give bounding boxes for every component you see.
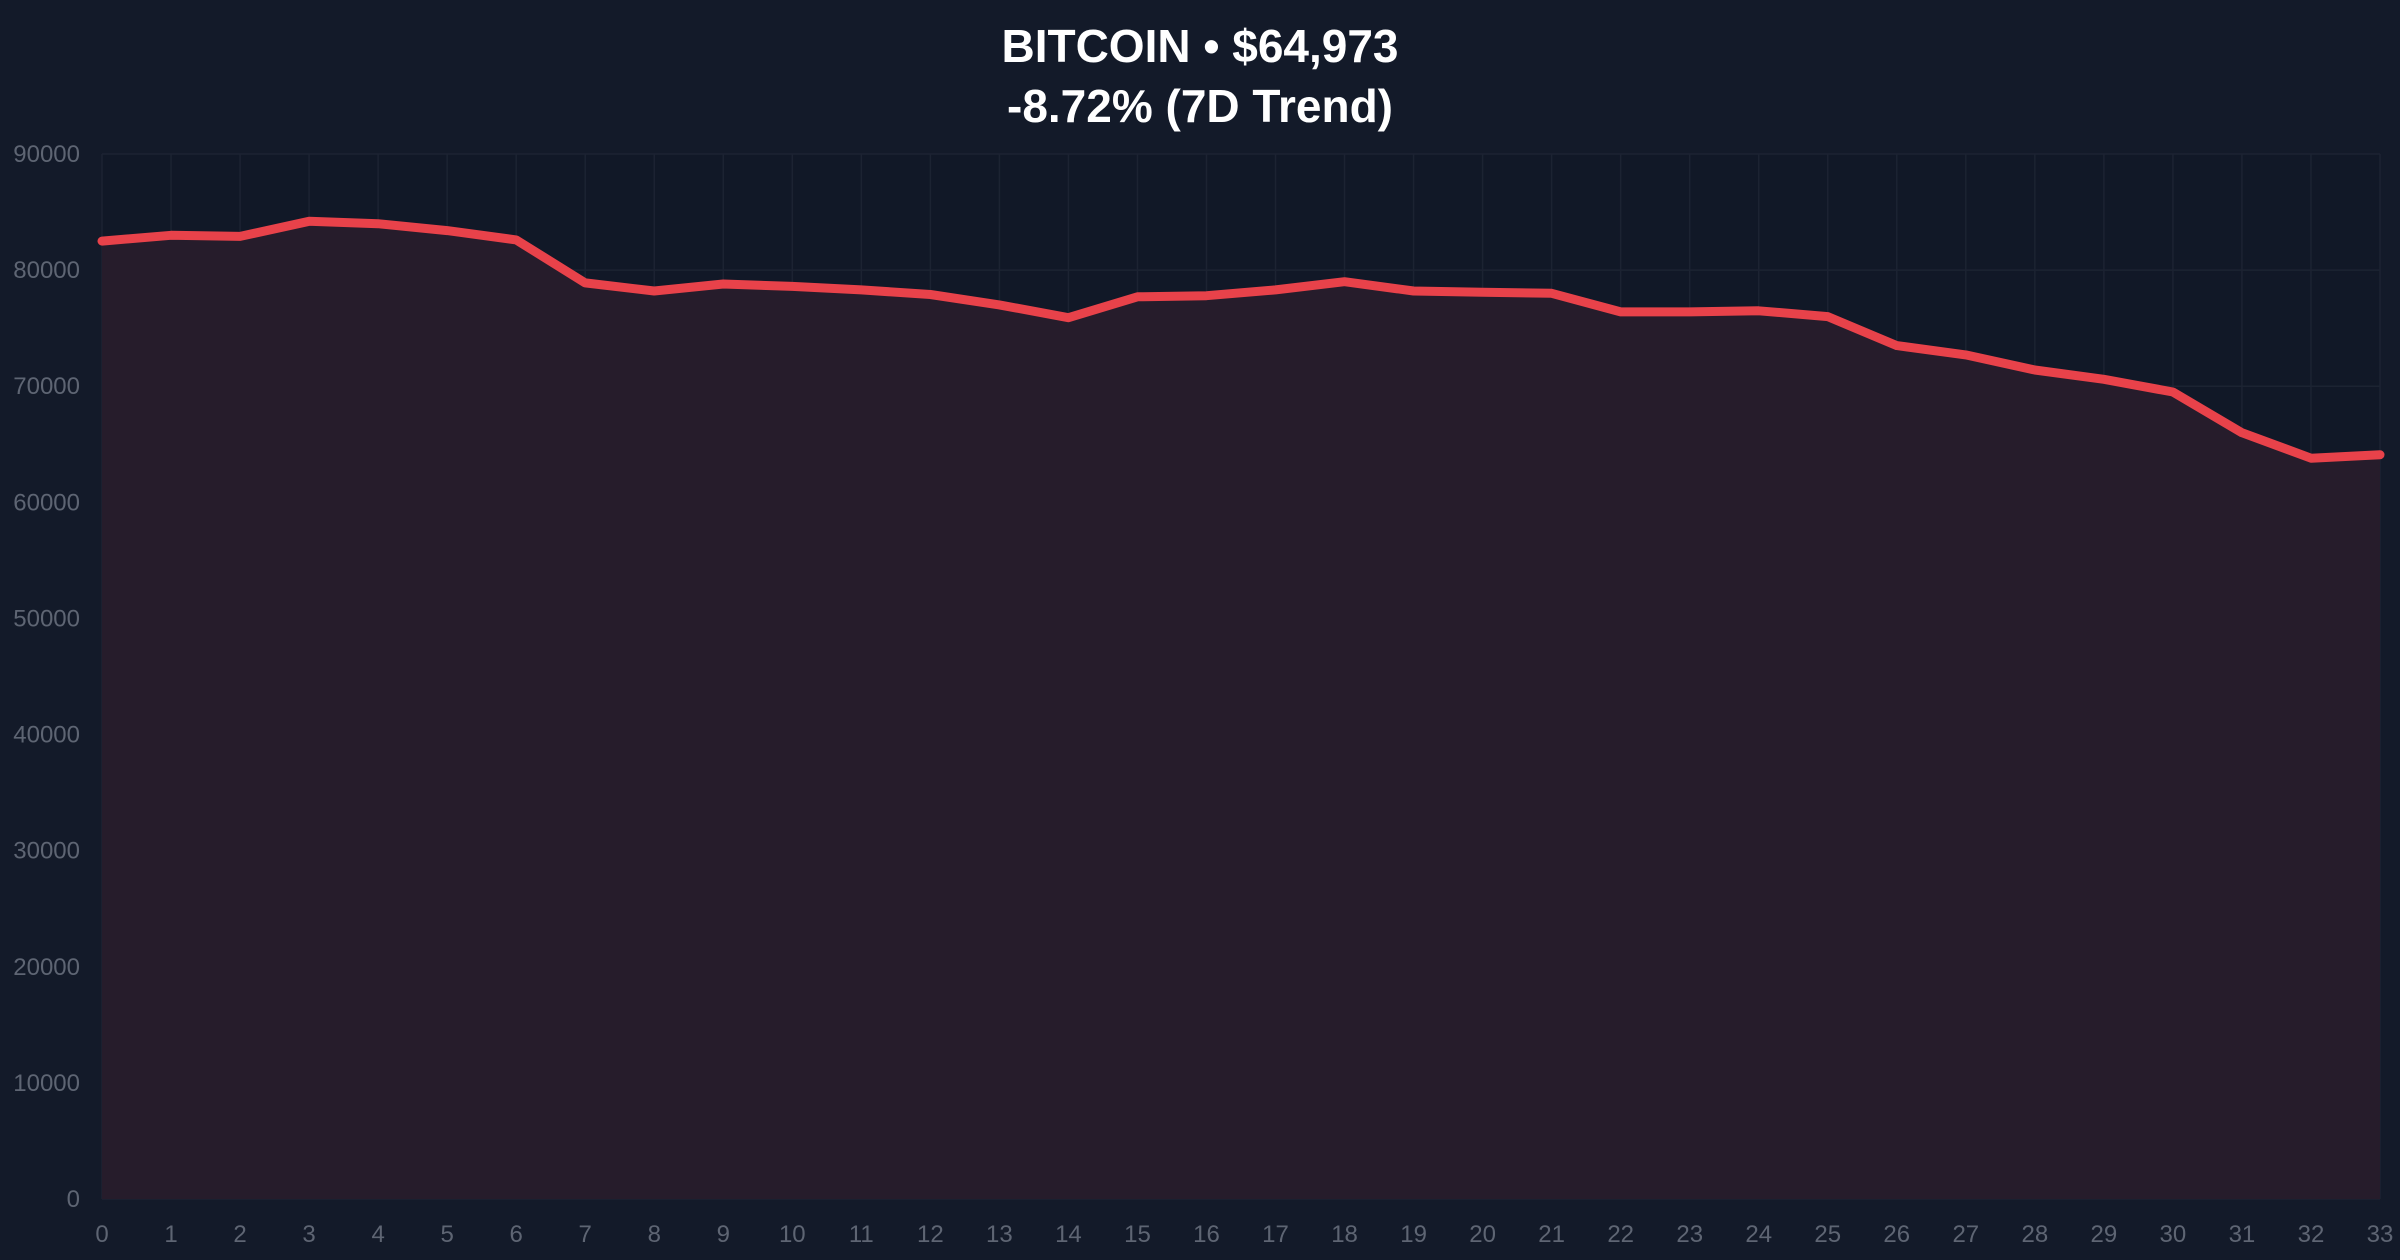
data-point (2376, 450, 2384, 459)
data-point (2237, 428, 2246, 437)
data-point (443, 226, 452, 235)
data-point (1271, 285, 1280, 294)
x-tick-label: 5 (440, 1221, 453, 1248)
data-point (650, 287, 659, 296)
x-tick-label: 27 (1952, 1221, 1979, 1248)
data-point (236, 232, 245, 241)
x-tick-label: 6 (510, 1221, 523, 1248)
x-tick-label: 7 (579, 1221, 592, 1248)
x-tick-label: 12 (917, 1221, 944, 1248)
data-point (1478, 288, 1487, 297)
x-tick-label: 22 (1607, 1221, 1634, 1248)
data-point (2306, 454, 2315, 463)
data-point (1685, 307, 1694, 316)
x-tick-label: 14 (1055, 1221, 1082, 1248)
x-tick-label: 9 (717, 1221, 730, 1248)
y-tick-label: 90000 (13, 141, 80, 168)
x-tick-label: 16 (1193, 1221, 1220, 1248)
y-tick-label: 30000 (13, 838, 80, 865)
chart-subtitle: -8.72% (7D Trend) (1007, 80, 1393, 132)
x-tick-label: 1 (164, 1221, 177, 1248)
data-point (788, 282, 797, 291)
x-tick-label: 24 (1745, 1221, 1772, 1248)
x-tick-label: 3 (302, 1221, 315, 1248)
data-point (719, 280, 728, 289)
x-tick-label: 31 (2229, 1221, 2256, 1248)
data-point (1616, 307, 1625, 316)
x-axis-ticks: 0 1 2 3 4 5 6 7 8 9 10 11 12 13 14 15 16 17 18 19 20 21 22 23 24… (95, 1221, 2393, 1248)
y-tick-label: 60000 (13, 489, 80, 516)
x-tick-label: 11 (849, 1221, 874, 1248)
data-point (2168, 388, 2177, 397)
x-tick-label: 28 (2021, 1221, 2048, 1248)
y-tick-label: 80000 (13, 257, 80, 284)
chart-title: BITCOIN • $64,973 (1001, 20, 1398, 72)
data-point (1961, 350, 1970, 359)
x-tick-label: 33 (2367, 1221, 2394, 1248)
data-point (374, 219, 383, 228)
data-point (1547, 289, 1556, 298)
price-line (97, 216, 2385, 463)
x-tick-label: 18 (1331, 1221, 1358, 1248)
x-tick-label: 21 (1538, 1221, 1565, 1248)
x-tick-label: 2 (233, 1221, 246, 1248)
data-point (2030, 365, 2039, 374)
data-point (1340, 277, 1349, 286)
data-point (1202, 291, 1211, 300)
y-axis-ticks: 0 10000 20000 30000 40000 50000 60000 70000 8000… (13, 141, 80, 1213)
y-tick-label: 50000 (13, 605, 80, 632)
data-point (98, 237, 106, 246)
data-point (1064, 313, 1073, 322)
y-tick-label: 20000 (13, 954, 80, 981)
y-tick-label: 40000 (13, 722, 80, 749)
data-point (167, 231, 176, 240)
x-tick-label: 17 (1262, 1221, 1289, 1248)
x-tick-label: 30 (2160, 1221, 2187, 1248)
x-tick-label: 13 (986, 1221, 1013, 1248)
x-tick-label: 29 (2091, 1221, 2118, 1248)
data-point (2099, 375, 2108, 384)
data-point (1754, 306, 1763, 315)
x-tick-label: 26 (1883, 1221, 1910, 1248)
y-tick-label: 10000 (13, 1070, 80, 1097)
x-tick-label: 20 (1469, 1221, 1496, 1248)
x-tick-label: 25 (1814, 1221, 1841, 1248)
data-point (512, 235, 521, 244)
x-tick-label: 4 (371, 1221, 384, 1248)
x-tick-label: 10 (779, 1221, 806, 1248)
data-point (1892, 341, 1901, 350)
x-tick-label: 8 (648, 1221, 661, 1248)
data-points (98, 217, 2384, 463)
x-tick-label: 23 (1676, 1221, 1703, 1248)
data-point (857, 285, 866, 294)
y-tick-label: 0 (67, 1186, 80, 1213)
price-area-fill (102, 221, 2380, 1200)
data-point (305, 217, 314, 226)
data-point (995, 300, 1004, 309)
x-tick-label: 19 (1400, 1221, 1427, 1248)
data-point (926, 290, 935, 299)
x-tick-label: 0 (95, 1221, 108, 1248)
data-point (1133, 292, 1142, 301)
data-point (581, 278, 590, 287)
x-tick-label: 32 (2298, 1221, 2325, 1248)
data-point (1409, 287, 1418, 296)
data-point (1823, 312, 1832, 321)
y-tick-label: 70000 (13, 373, 80, 400)
x-tick-label: 15 (1124, 1221, 1151, 1248)
